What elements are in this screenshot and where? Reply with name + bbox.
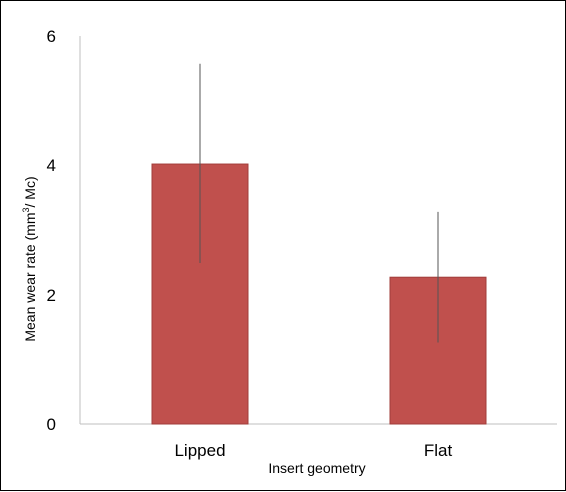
x-axis-title: Insert geometry (268, 460, 365, 476)
y-axis-title-prefix: Mean wear rate (mm (22, 212, 38, 341)
y-tick-label-2: 2 (47, 286, 56, 305)
x-category-label-lipped: Lipped (174, 441, 225, 460)
y-axis-title-superscript: 3 (21, 207, 31, 212)
x-category-label-flat: Flat (424, 441, 453, 460)
y-tick-label-6: 6 (47, 27, 56, 46)
y-tick-label-0: 0 (47, 415, 56, 434)
y-axis-title-suffix: / Mc) (22, 176, 38, 207)
y-axis-title: Mean wear rate (mm3/ Mc) (21, 176, 38, 341)
y-tick-label-4: 4 (47, 156, 56, 175)
